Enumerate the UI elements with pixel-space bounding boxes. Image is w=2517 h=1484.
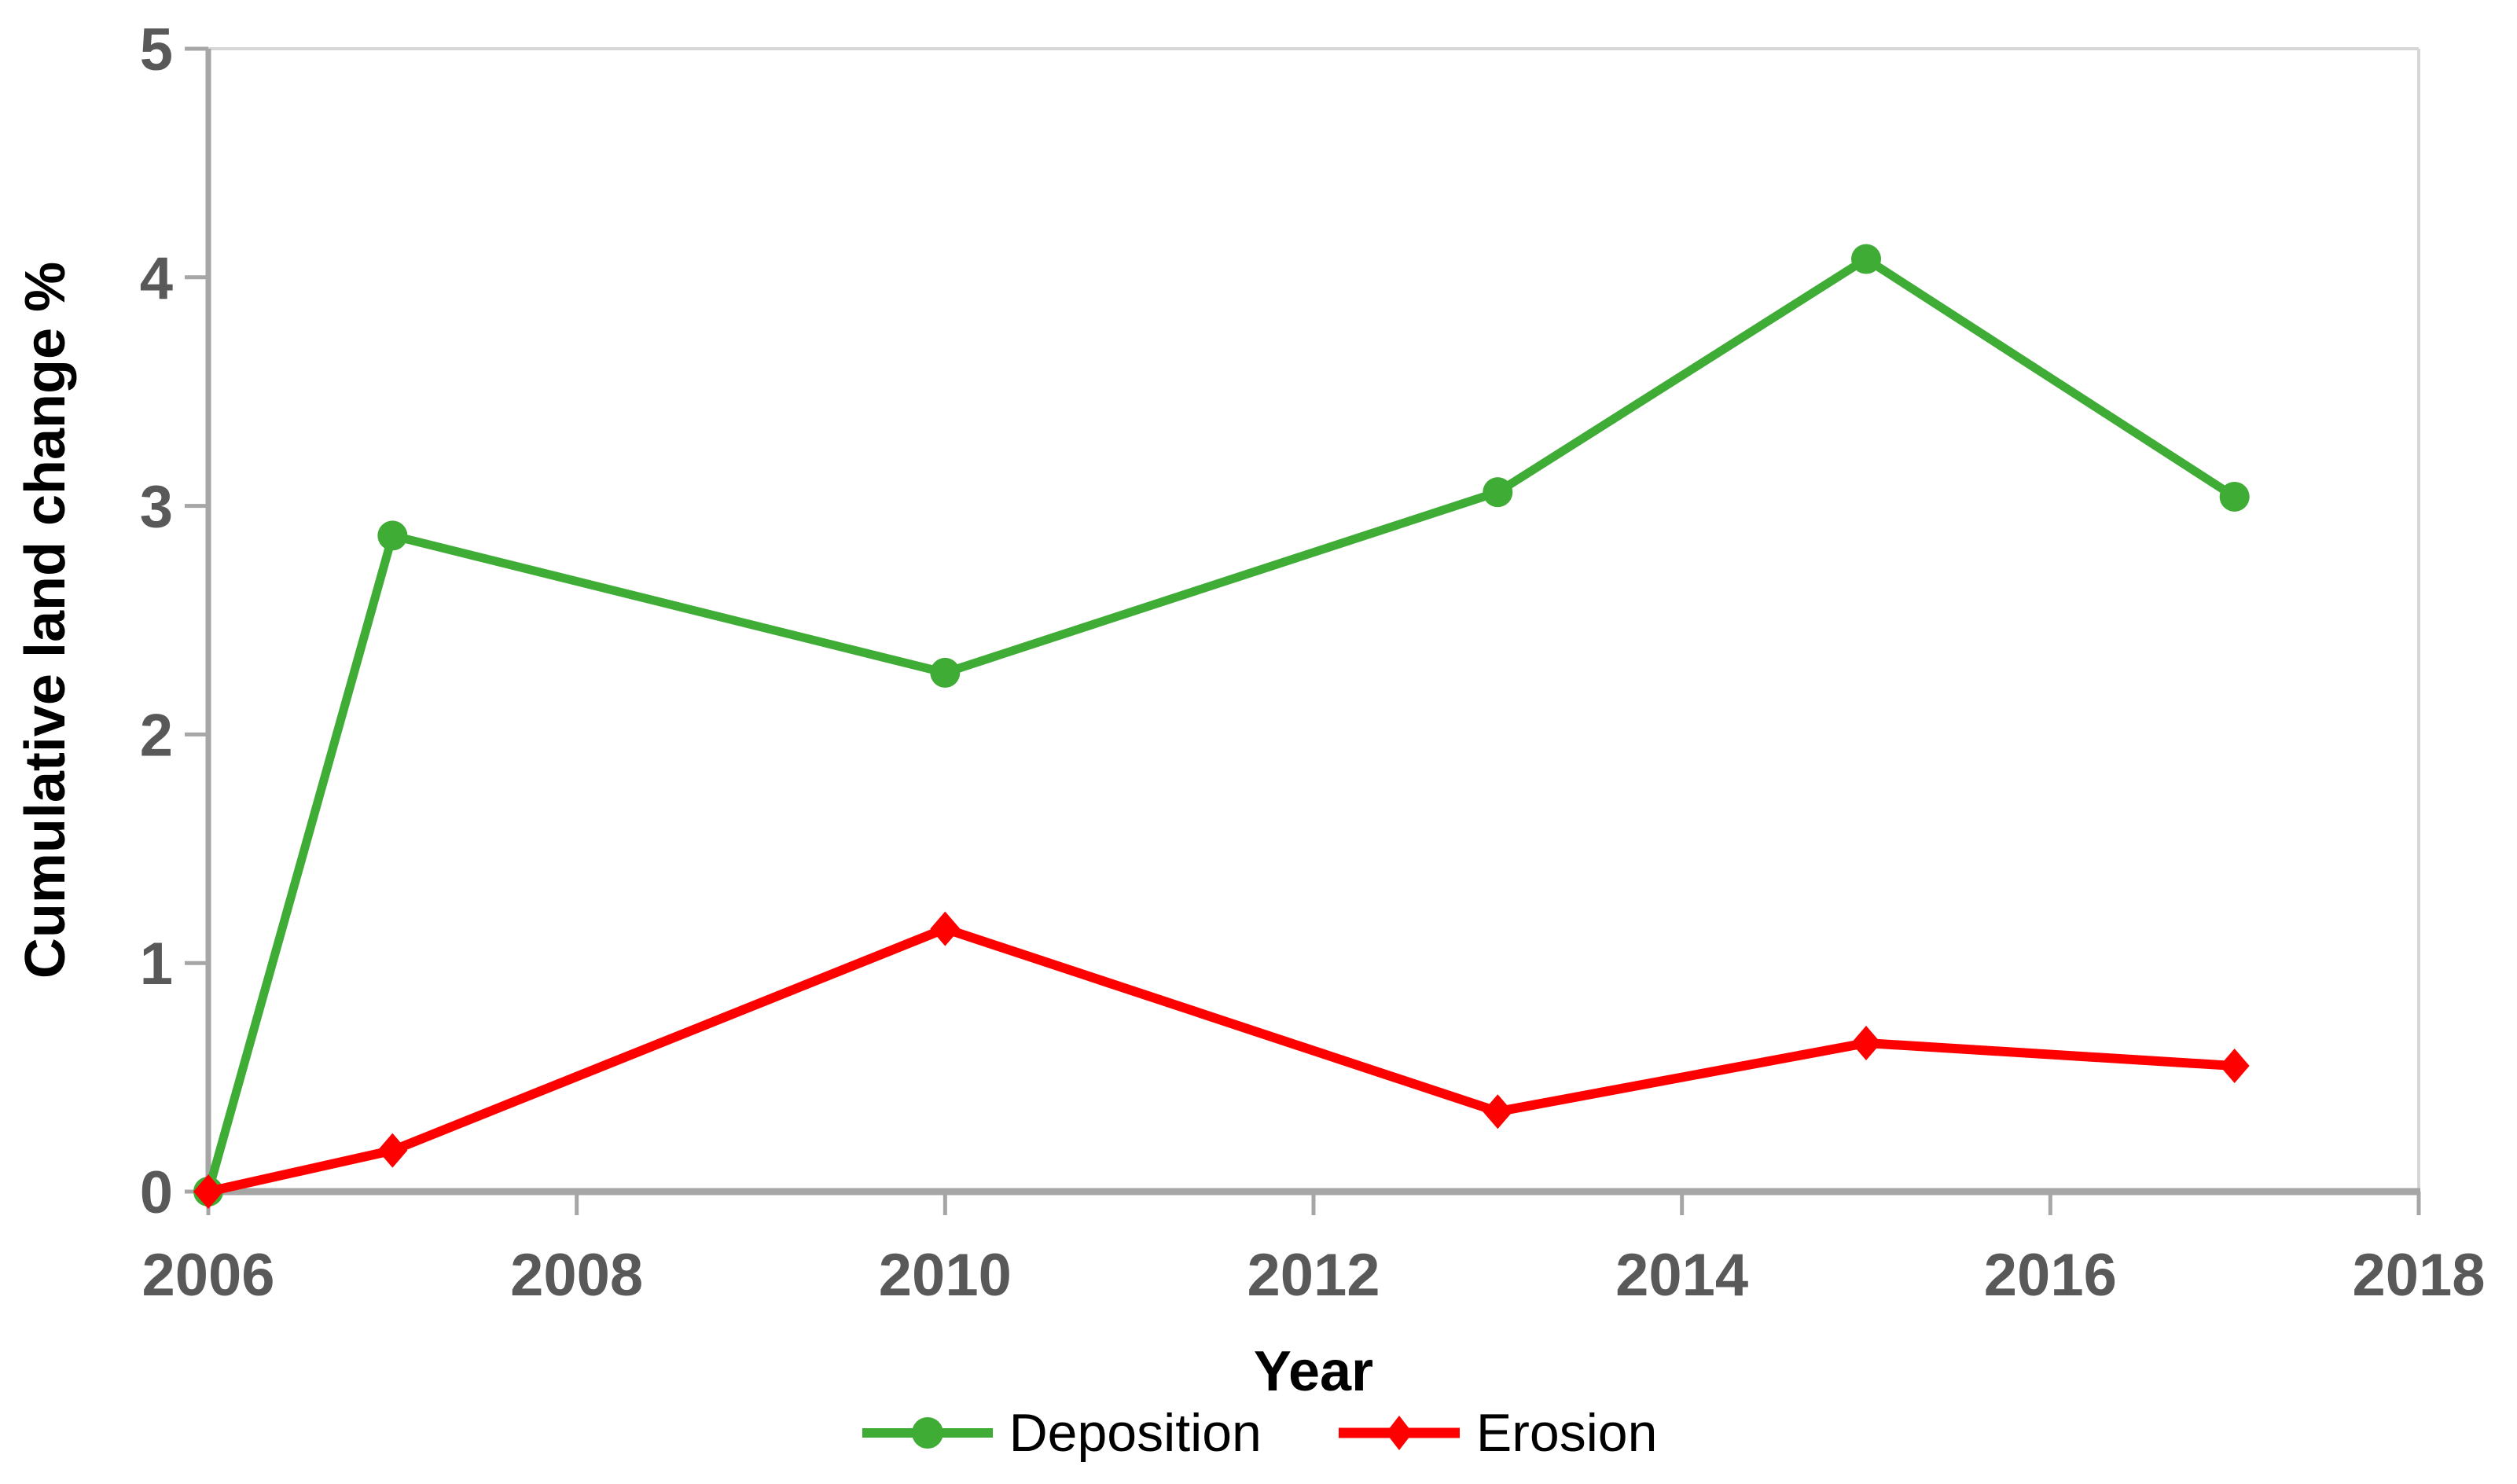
legend-item-erosion: Erosion <box>1336 1402 1658 1464</box>
erosion-line-diamond-icon <box>1338 1416 1460 1450</box>
x-tick-label-2008: 2008 <box>510 1242 643 1309</box>
y-tick-label-1: 1 <box>140 931 173 997</box>
legend-item-deposition: Deposition <box>860 1402 1262 1464</box>
x-tick-label-2006: 2006 <box>141 1242 274 1309</box>
marker-deposition-2010 <box>930 657 961 688</box>
y-tick-label-5: 5 <box>140 17 173 83</box>
y-tick-label-2: 2 <box>140 702 173 769</box>
x-tick-label-2016: 2016 <box>1984 1242 2117 1309</box>
legend-label-deposition: Deposition <box>1009 1403 1262 1463</box>
marker-deposition-2017 <box>2219 481 2250 512</box>
deposition-line-circle-icon <box>862 1417 993 1449</box>
marker-erosion-2010 <box>930 911 961 946</box>
marker-deposition-2015 <box>1851 244 1881 274</box>
series-line-erosion <box>204 924 2240 1196</box>
marker-erosion-2017 <box>2219 1049 2250 1084</box>
marker-erosion-2007 <box>377 1133 408 1168</box>
legend: Deposition Erosion <box>0 1398 2517 1468</box>
y-tick-label-0: 0 <box>140 1159 173 1226</box>
marker-erosion-2013 <box>1483 1094 1513 1130</box>
marker-erosion-2006 <box>193 1174 223 1209</box>
y-tick-label-4: 4 <box>140 245 173 312</box>
legend-label-erosion: Erosion <box>1475 1403 1658 1463</box>
series-line-deposition <box>204 255 2240 1196</box>
x-tick-label-2018: 2018 <box>2352 1242 2485 1309</box>
marker-erosion-2015 <box>1851 1025 1881 1060</box>
x-tick-label-2014: 2014 <box>1615 1242 1748 1309</box>
marker-deposition-2013 <box>1483 477 1513 508</box>
x-tick-label-2010: 2010 <box>879 1242 1012 1309</box>
marker-deposition-2007 <box>377 520 408 551</box>
y-tick-label-3: 3 <box>140 474 173 541</box>
x-axis-title: Year <box>1253 1340 1374 1403</box>
y-axis-title: Cumulative land change % <box>14 261 77 979</box>
x-tick-label-2012: 2012 <box>1247 1242 1380 1309</box>
